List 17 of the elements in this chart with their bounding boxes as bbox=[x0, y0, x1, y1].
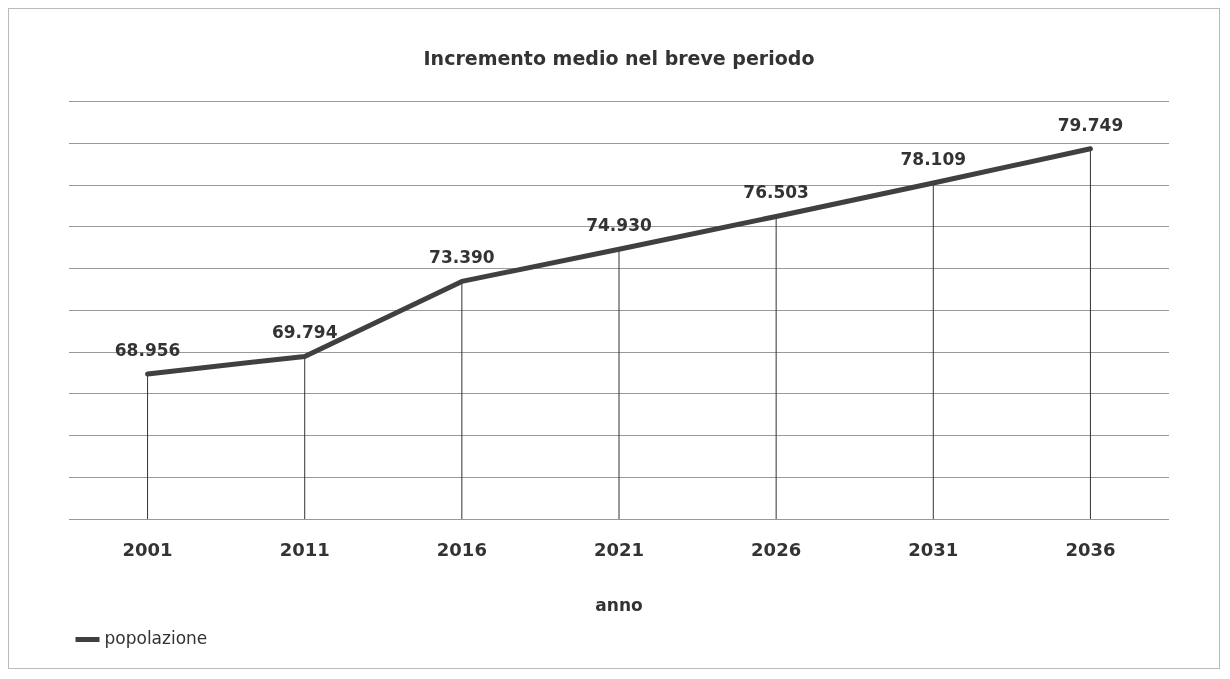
x-axis-title: anno bbox=[595, 595, 643, 616]
data-label: 78.109 bbox=[900, 148, 967, 169]
x-tick-label: 2001 bbox=[122, 539, 173, 561]
x-tick-label: 2036 bbox=[1065, 539, 1116, 561]
data-label: 68.956 bbox=[114, 339, 181, 360]
legend-label: popolazione bbox=[104, 627, 208, 648]
x-tick-label: 2011 bbox=[279, 539, 330, 561]
x-tick-label: 2016 bbox=[436, 539, 487, 561]
x-tick-label: 2021 bbox=[593, 539, 645, 561]
data-label: 79.749 bbox=[1057, 114, 1124, 135]
data-label: 74.930 bbox=[586, 215, 652, 236]
data-label: 76.503 bbox=[743, 182, 809, 203]
x-tick-label: 2026 bbox=[751, 539, 802, 561]
x-tick-label: 2031 bbox=[908, 539, 959, 561]
data-label: 69.794 bbox=[271, 322, 338, 343]
chart-title: Incremento medio nel breve periodo bbox=[423, 47, 815, 70]
data-label: 73.390 bbox=[429, 247, 495, 268]
